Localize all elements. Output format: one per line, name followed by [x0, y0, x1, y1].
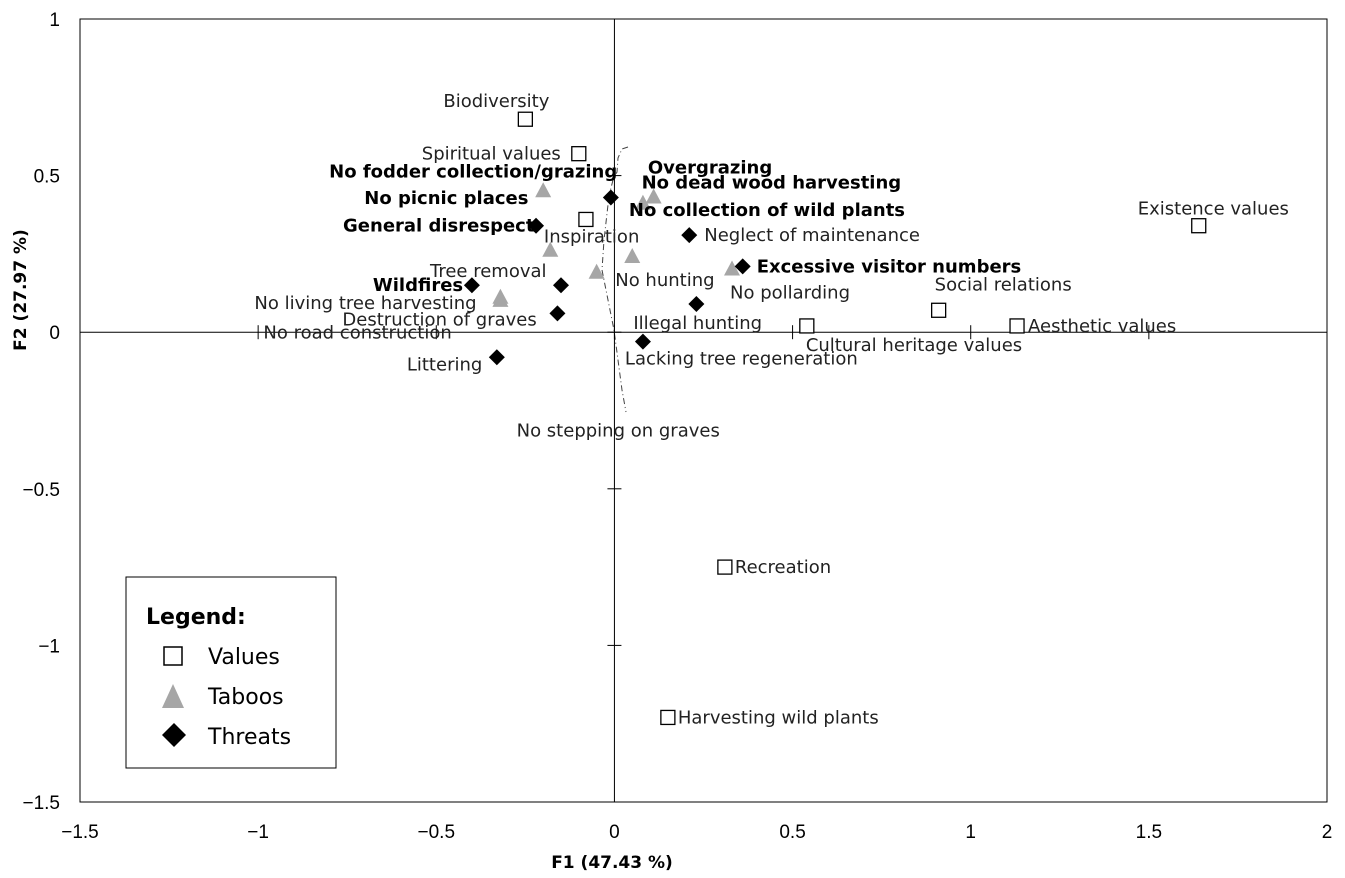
y-tick-label: −1 — [38, 636, 60, 657]
threat-marker-lacking-tree-regeneration — [634, 333, 651, 350]
label-wildfires: Wildfires — [373, 275, 463, 296]
legend-threats-icon — [162, 723, 186, 747]
label-general-disrespect: General disrespect — [343, 216, 535, 237]
x-tick-label: −0.5 — [418, 822, 456, 843]
label-aesthetic-values: Aesthetic values — [1028, 316, 1176, 337]
threat-marker-destruction-of-graves — [549, 305, 566, 322]
legend-values-label: Values — [208, 645, 280, 670]
x-tick-label: −1.5 — [61, 822, 99, 843]
label-biodiversity: Biodiversity — [443, 91, 549, 112]
label-harvesting-wild-plants: Harvesting wild plants — [678, 707, 879, 728]
label-overgrazing: Overgrazing — [648, 158, 772, 179]
taboo-marker-no-dead-wood-harvesting — [645, 188, 662, 204]
y-tick-label: 0.5 — [34, 167, 60, 188]
label-no-fodder-collection-grazing: No fodder collection/grazing — [329, 161, 617, 182]
label-recreation: Recreation — [735, 557, 831, 578]
taboo-marker-no-fodder-collection-grazing — [535, 182, 552, 198]
label-inspiration: Inspiration — [544, 226, 639, 247]
value-marker-spiritual-values — [571, 146, 587, 162]
value-marker-inspiration — [578, 211, 594, 228]
label-littering: Littering — [407, 354, 482, 375]
legend-taboos-label: Taboos — [207, 685, 284, 710]
value-marker-harvesting-wild-plants — [660, 709, 676, 726]
label-no-dead-wood-harvesting: No dead wood harvesting — [642, 173, 902, 194]
value-marker-aesthetic-values — [1009, 318, 1025, 334]
legend-values-icon — [163, 646, 183, 666]
x-tick-label: 2 — [1322, 822, 1333, 843]
legend-taboos-icon — [162, 684, 184, 708]
label-destruction-of-graves: Destruction of graves — [342, 309, 536, 330]
x-tick-labels: −1.5 −1 −0.5 0 0.5 1 1.5 2 — [61, 822, 1332, 843]
value-marker-social-relations — [930, 302, 947, 318]
axes — [79, 18, 1328, 803]
threat-marker-littering — [488, 349, 505, 366]
threat-marker-tree-removal — [552, 277, 569, 294]
label-tree-removal: Tree removal — [429, 261, 547, 282]
label-no-hunting: No hunting — [615, 270, 714, 291]
x-tick-label: 0.5 — [779, 822, 805, 843]
y-tick-label: −1.5 — [22, 793, 60, 814]
threat-marker-general-disrespect — [528, 217, 545, 234]
threat-marker-illegal-hunting — [688, 296, 705, 313]
guide-lines — [601, 146, 629, 413]
taboo-marker-no-pollarding — [724, 260, 741, 276]
label-no-living-tree-harvesting: No living tree harvesting — [254, 293, 476, 314]
y-tick-label: 1 — [49, 10, 60, 31]
label-lacking-tree-regeneration: Lacking tree regeneration — [625, 349, 858, 370]
threat-marker-overgrazing — [602, 189, 619, 206]
taboo-marker-no-living-tree-harvesting — [492, 291, 509, 307]
x-tick-label: −1 — [247, 822, 269, 843]
threat-marker-excessive-visitor-numbers — [734, 258, 751, 275]
leader-line — [601, 146, 629, 413]
label-no-pollarding: No pollarding — [730, 283, 850, 304]
label-no-collection-of-wild-plants: No collection of wild plants — [629, 200, 905, 221]
point-labels: Biodiversity Spiritual values Inspiration E… — [254, 91, 1289, 728]
taboo-marker-no-hunting — [624, 248, 641, 264]
data-points — [463, 111, 1207, 726]
label-excessive-visitor-numbers: Excessive visitor numbers — [757, 256, 1022, 277]
label-spiritual-values: Spiritual values — [422, 144, 561, 165]
label-neglect-of-maintenance: Neglect of maintenance — [704, 225, 920, 246]
y-tick-labels: 1 0.5 0 −0.5 −1 −1.5 — [22, 10, 60, 814]
value-marker-biodiversity — [517, 111, 534, 127]
value-marker-existence-values — [1191, 218, 1207, 234]
threat-marker-neglect-of-maintenance — [681, 227, 698, 244]
y-tick-label: −0.5 — [22, 480, 60, 501]
legend: Legend: Values Taboos Threats — [125, 576, 337, 769]
x-tick-label: 1.5 — [1136, 822, 1162, 843]
label-social-relations: Social relations — [935, 274, 1072, 295]
taboo-marker-no-collection-of-wild-plants — [634, 194, 651, 210]
x-tick-label: 0 — [609, 822, 620, 843]
label-existence-values: Existence values — [1138, 199, 1289, 220]
x-axis-title: F1 (47.43 %) — [551, 853, 673, 873]
legend-title: Legend: — [146, 605, 246, 630]
legend-box — [125, 576, 337, 769]
legend-threats-label: Threats — [207, 725, 291, 750]
taboo-marker-no-stepping-on-graves — [588, 263, 605, 279]
label-no-picnic-places: No picnic places — [364, 188, 528, 209]
label-cultural-heritage-values: Cultural heritage values — [806, 335, 1022, 356]
label-illegal-hunting: Illegal hunting — [633, 313, 762, 334]
value-marker-cultural-heritage-values — [799, 318, 815, 334]
y-tick-label: 0 — [49, 323, 60, 344]
x-tick-label: 1 — [965, 822, 976, 843]
label-no-road-construction: No road construction — [263, 323, 451, 344]
threat-marker-wildfires — [463, 277, 480, 294]
y-axis-title: F2 (27.97 %) — [11, 229, 31, 351]
taboo-marker-no-picnic-places — [542, 241, 559, 257]
plot-area — [79, 18, 1328, 803]
value-marker-recreation — [717, 559, 733, 575]
label-no-stepping-on-graves: No stepping on graves — [517, 421, 720, 442]
